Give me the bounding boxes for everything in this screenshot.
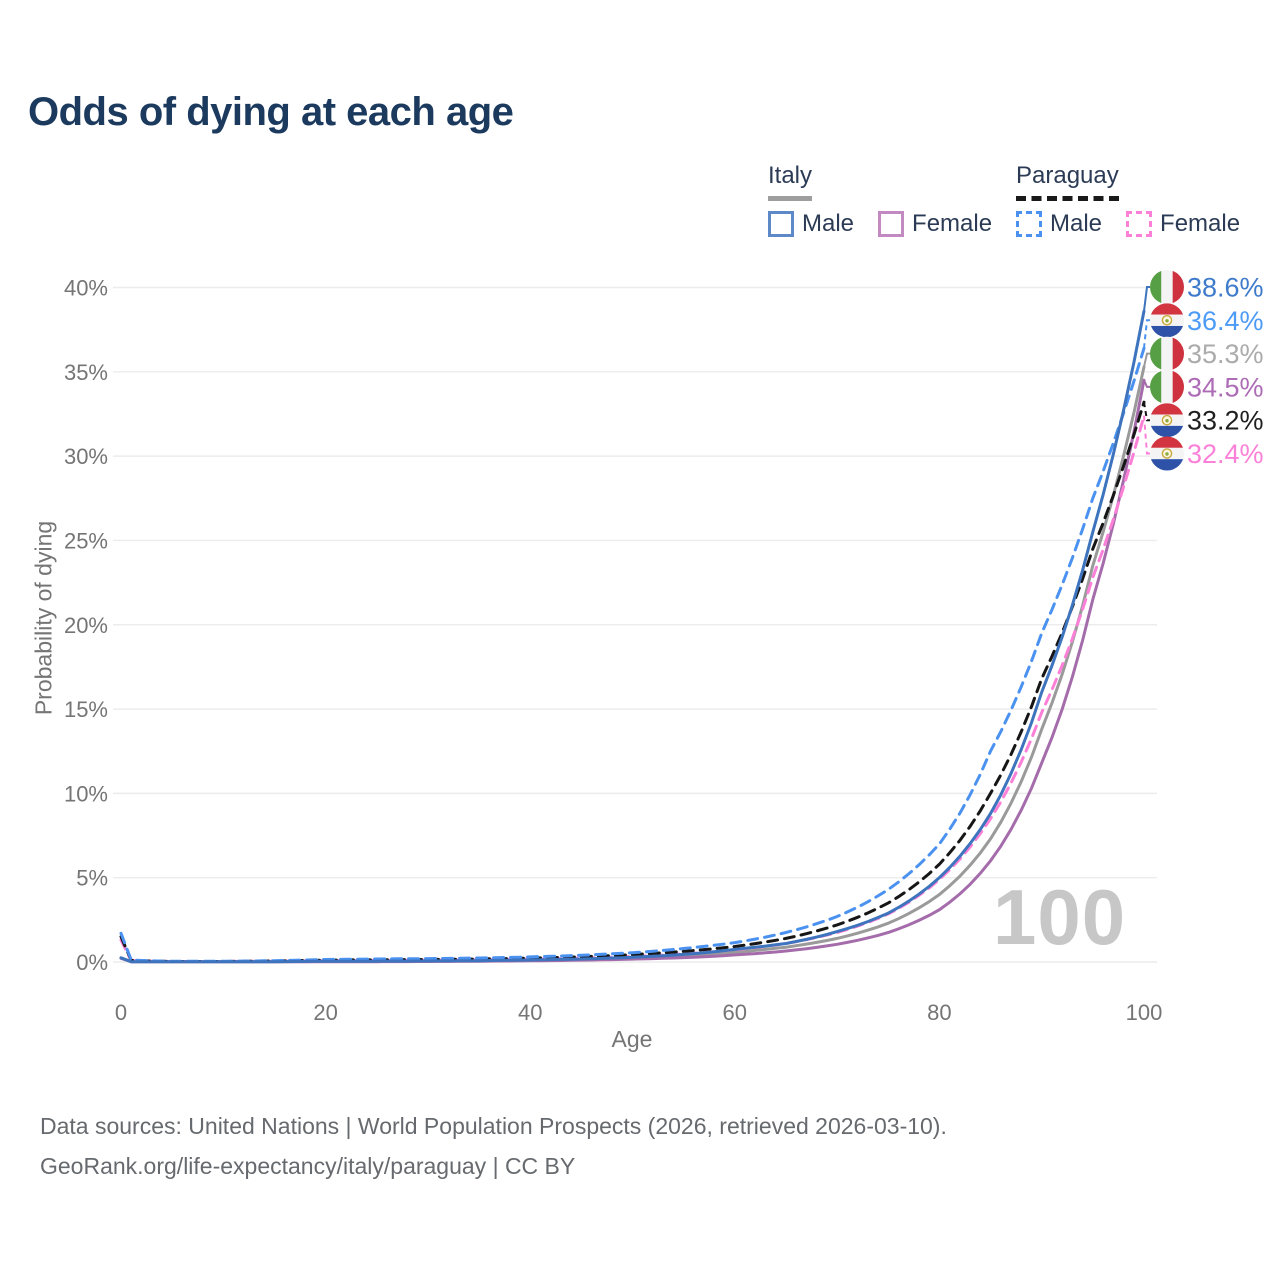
series-line-italy-male bbox=[119, 309, 1146, 964]
legend-header-italy[interactable]: Italy bbox=[768, 162, 813, 201]
legend-label-paraguay-female[interactable]: Female bbox=[1160, 210, 1241, 237]
x-tick-label: 60 bbox=[723, 1000, 747, 1025]
y-tick-label: 25% bbox=[64, 528, 108, 553]
legend-swatch-paraguay-female[interactable] bbox=[1126, 211, 1153, 237]
end-label-leader bbox=[1143, 352, 1150, 368]
x-tick-label: 20 bbox=[313, 1000, 337, 1025]
y-tick-label: 35% bbox=[64, 360, 108, 385]
footer-line-license: GeoRank.org/life-expectancy/italy/paragu… bbox=[40, 1153, 576, 1179]
series-line-paraguay-female bbox=[119, 414, 1146, 963]
end-label-leader bbox=[1143, 286, 1150, 312]
x-tick-label: 40 bbox=[518, 1000, 542, 1025]
legend-group-paraguay: Paraguay Male Female bbox=[1016, 162, 1264, 238]
legend-header-paraguay[interactable]: Paraguay bbox=[1016, 162, 1119, 201]
italy-flag-icon bbox=[1150, 336, 1184, 371]
y-tick-label: 10% bbox=[64, 781, 108, 806]
x-axis-title: Age bbox=[611, 1026, 653, 1052]
legend-label-paraguay-male[interactable]: Male bbox=[1050, 210, 1103, 237]
footer-line-datasources: Data sources: United Nations | World Pop… bbox=[40, 1113, 947, 1139]
end-label-leader bbox=[1143, 415, 1150, 455]
end-label-leader bbox=[1143, 379, 1150, 388]
end-value-label-paraguay-female: 32.4% bbox=[1187, 439, 1264, 469]
age-watermark: 100 bbox=[993, 873, 1127, 961]
legend-swatch-italy-female[interactable] bbox=[878, 211, 905, 237]
paraguay-flag-icon bbox=[1150, 303, 1184, 338]
y-axis-title: Probability of dying bbox=[30, 520, 57, 716]
legend-label-italy-male[interactable]: Male bbox=[802, 210, 855, 237]
italy-flag-icon bbox=[1150, 369, 1184, 404]
end-value-label-paraguay-male: 36.4% bbox=[1187, 306, 1264, 336]
y-tick-label: 40% bbox=[64, 276, 108, 301]
series-line-italy-female bbox=[119, 378, 1146, 964]
y-tick-label: 5% bbox=[76, 866, 108, 891]
y-tick-label: 15% bbox=[64, 697, 108, 722]
end-value-label-italy-male: 38.6% bbox=[1187, 273, 1264, 303]
end-value-label-italy-female: 34.5% bbox=[1187, 372, 1264, 402]
paraguay-flag-icon bbox=[1150, 436, 1184, 471]
end-label-leader bbox=[1143, 319, 1150, 349]
footer-attribution: Data sources: United Nations | World Pop… bbox=[40, 1106, 947, 1186]
legend-group-italy: Italy Male Female bbox=[768, 162, 1016, 238]
x-tick-label: 100 bbox=[1126, 1000, 1163, 1025]
end-value-label-paraguay-both: 33.2% bbox=[1187, 406, 1264, 436]
x-tick-label: 80 bbox=[927, 1000, 951, 1025]
y-tick-label: 30% bbox=[64, 444, 108, 469]
x-tick-label: 0 bbox=[115, 1000, 127, 1025]
italy-flag-icon bbox=[1150, 270, 1184, 304]
end-value-label-italy-both: 35.3% bbox=[1187, 339, 1264, 369]
y-tick-label: 20% bbox=[64, 613, 108, 638]
legend-swatch-italy-male[interactable] bbox=[768, 211, 794, 237]
legend-label-italy-female[interactable]: Female bbox=[912, 210, 993, 237]
legend-swatch-paraguay-male[interactable] bbox=[1016, 211, 1042, 237]
y-tick-label: 0% bbox=[76, 950, 108, 975]
series-line-paraguay-male bbox=[119, 346, 1146, 963]
page-title: Odds of dying at each age bbox=[28, 90, 514, 134]
end-label-leader bbox=[1143, 402, 1150, 422]
paraguay-flag-icon bbox=[1150, 403, 1184, 438]
